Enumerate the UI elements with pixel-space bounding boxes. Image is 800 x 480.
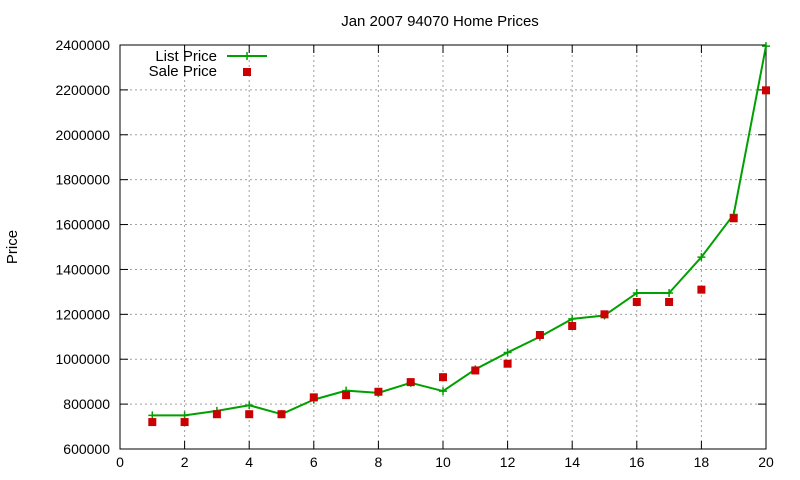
y-tick-label: 600000 <box>63 441 110 457</box>
y-tick-label: 1200000 <box>55 306 110 322</box>
series-layer <box>148 42 770 427</box>
sale-price-point <box>439 373 447 382</box>
chart-title: Jan 2007 94070 Home Prices <box>341 13 539 30</box>
list-price-point <box>245 401 254 410</box>
sale-price-point <box>277 410 286 419</box>
sale-price-point <box>180 418 189 427</box>
grid-lines <box>120 45 766 449</box>
y-tick-label: 1000000 <box>55 351 110 367</box>
x-tick-label: 16 <box>629 454 645 470</box>
sale-price-point <box>374 387 383 396</box>
y-tick-label: 2000000 <box>55 127 110 143</box>
x-tick-label: 14 <box>564 454 580 470</box>
list-price-point <box>632 289 641 298</box>
sale-price-point <box>568 322 577 331</box>
list-price-point <box>568 314 577 323</box>
sale-price-point <box>697 285 706 294</box>
x-tick-label: 10 <box>435 454 451 470</box>
sale-price-point <box>600 310 609 319</box>
sale-price-point <box>212 410 221 419</box>
y-tick-label: 2400000 <box>55 37 110 53</box>
list-price-line <box>152 45 767 417</box>
sale-price-point <box>245 410 254 419</box>
sale-price-point <box>406 378 415 387</box>
x-tick-label: 2 <box>181 454 189 470</box>
y-tick-labels: 600000 800000 1000000 1200000 1400000 1600000… <box>55 37 110 457</box>
sale-price-point <box>342 391 351 400</box>
sale-price-point <box>471 366 480 375</box>
list-price-point <box>180 411 189 420</box>
legend: List Price Sale Price <box>149 48 267 80</box>
x-tick-label: 8 <box>375 454 383 470</box>
sale-price-point <box>729 214 738 223</box>
y-tick-label: 1600000 <box>55 217 110 233</box>
sale-price-point <box>148 418 157 427</box>
y-axis-label: Price <box>4 230 21 264</box>
x-tick-label: 18 <box>694 454 710 470</box>
x-tick-label: 6 <box>310 454 318 470</box>
sale-price-point <box>309 393 318 402</box>
sale-price-point <box>503 359 512 368</box>
y-tick-label: 1400000 <box>55 261 110 277</box>
sale-price-point <box>665 297 674 306</box>
y-tick-label: 800000 <box>63 396 110 412</box>
sale-price-point <box>632 297 641 306</box>
sale-price-point <box>535 330 544 339</box>
list-price-point <box>697 253 706 262</box>
x-tick-labels: 0 2 4 6 8 10 12 14 16 18 20 <box>116 454 774 470</box>
legend-marker-list-price <box>243 52 251 60</box>
y-tick-label: 1800000 <box>55 172 110 188</box>
x-tick-label: 4 <box>245 454 253 470</box>
x-tick-label: 20 <box>758 454 774 470</box>
legend-label-sale-price: Sale Price <box>149 63 217 80</box>
sale-price-point <box>762 86 770 95</box>
list-price-point <box>148 411 157 420</box>
list-price-point <box>439 387 447 396</box>
y-tick-label: 2200000 <box>55 82 110 98</box>
list-price-point <box>762 42 770 51</box>
legend-label-list-price: List Price <box>155 48 217 65</box>
legend-marker-sale-price <box>243 68 251 76</box>
list-price-point <box>665 289 674 298</box>
list-price-point <box>503 348 512 357</box>
x-tick-label: 0 <box>116 454 124 470</box>
x-tick-label: 12 <box>500 454 516 470</box>
